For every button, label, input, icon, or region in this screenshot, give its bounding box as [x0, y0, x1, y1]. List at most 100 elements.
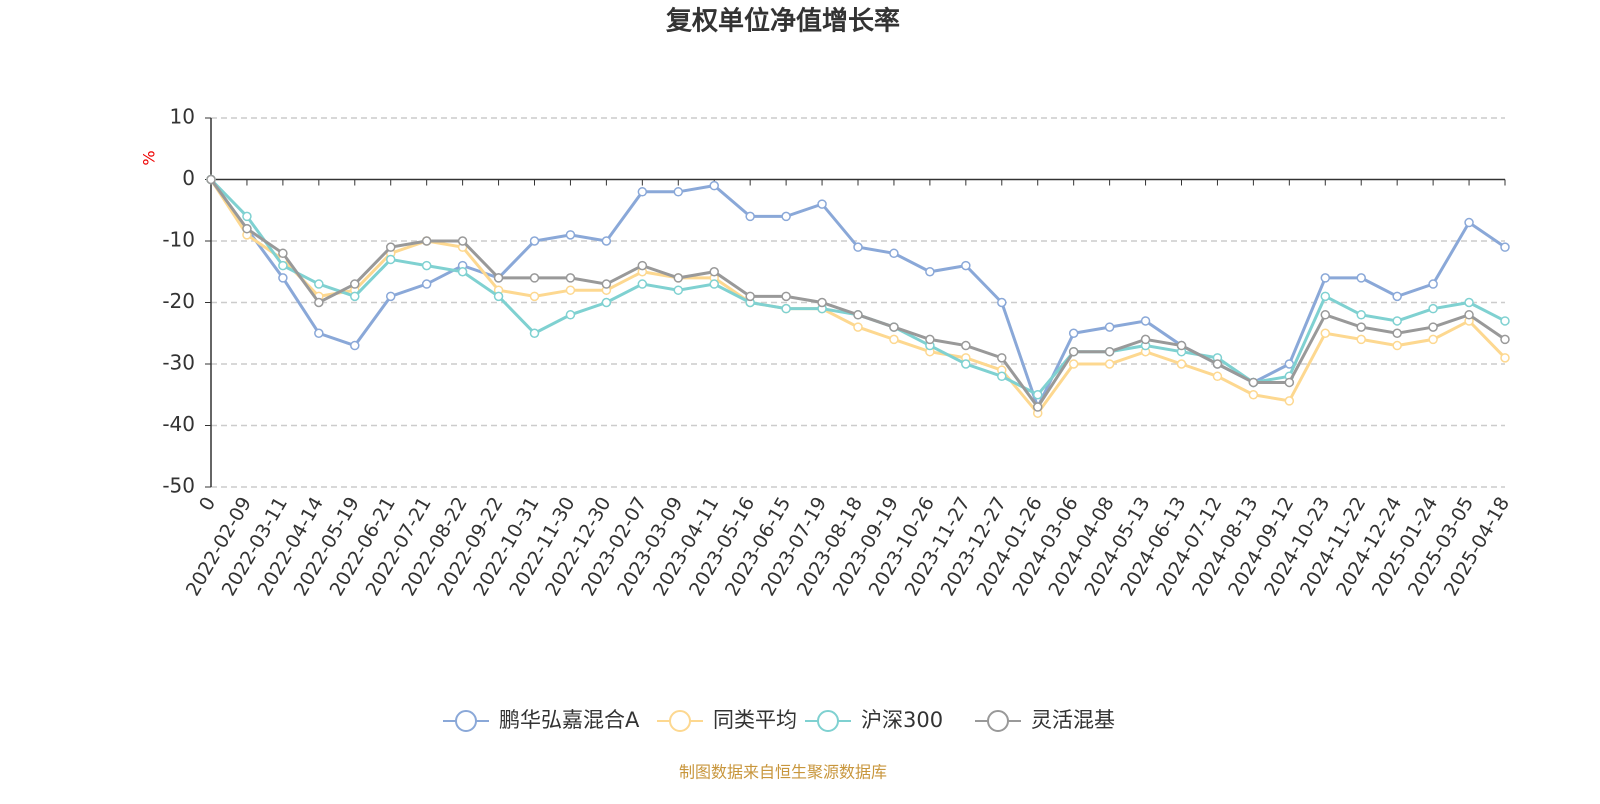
- series-line: [209, 178, 1506, 411]
- point: [709, 279, 719, 289]
- point: [601, 279, 612, 289]
- point: [1356, 273, 1366, 283]
- point: [421, 279, 432, 289]
- point: [385, 254, 396, 265]
- point: [1068, 328, 1079, 338]
- point: [745, 211, 755, 222]
- point: [637, 260, 648, 271]
- point: [781, 291, 791, 302]
- point: [1248, 390, 1259, 400]
- point: [1320, 328, 1331, 338]
- point: [1104, 346, 1115, 357]
- point: [889, 322, 899, 332]
- point: [314, 297, 324, 308]
- point: [817, 297, 827, 308]
- point: [817, 199, 827, 209]
- point: [350, 340, 360, 351]
- y-tick-label: -40: [162, 412, 195, 436]
- legend-marker: [455, 710, 477, 732]
- point: [421, 260, 432, 271]
- point: [997, 353, 1007, 363]
- point: [1140, 316, 1151, 326]
- legend-marker: [669, 710, 691, 732]
- point: [529, 328, 540, 338]
- point: [1068, 346, 1079, 357]
- point: [1068, 359, 1079, 369]
- point: [1392, 340, 1402, 351]
- legend-marker: [817, 710, 839, 732]
- y-tick-label: -20: [162, 289, 195, 313]
- point: [493, 273, 504, 283]
- point: [493, 291, 504, 302]
- point: [709, 267, 719, 277]
- point: [997, 371, 1007, 382]
- point: [565, 273, 576, 283]
- point: [853, 322, 863, 332]
- point: [1356, 310, 1366, 320]
- point: [745, 291, 755, 302]
- point: [1284, 396, 1295, 406]
- point: [206, 174, 216, 185]
- point: [1320, 310, 1331, 320]
- point: [601, 297, 612, 308]
- point: [314, 328, 324, 338]
- point: [961, 260, 971, 271]
- point: [997, 297, 1007, 308]
- point: [350, 291, 360, 302]
- point: [1032, 402, 1043, 412]
- point: [637, 187, 648, 197]
- point: [565, 310, 576, 320]
- series-line: [209, 178, 1506, 410]
- point: [242, 211, 252, 222]
- point: [709, 180, 719, 191]
- point: [1392, 316, 1402, 326]
- point: [637, 279, 648, 289]
- footer: 制图数据来自恒生聚源数据库: [679, 763, 887, 782]
- point: [529, 236, 540, 246]
- point: [1428, 334, 1438, 345]
- point: [1500, 353, 1510, 363]
- point: [853, 242, 863, 252]
- point: [1176, 359, 1187, 369]
- point: [278, 273, 288, 283]
- point: [1176, 340, 1187, 351]
- point: [1104, 359, 1115, 369]
- legend-label: 沪深300: [861, 708, 943, 732]
- point: [1392, 291, 1402, 302]
- point: [1212, 371, 1223, 382]
- series-line: [209, 178, 1507, 416]
- legend-label: 灵活混基: [1031, 708, 1115, 732]
- point: [1500, 316, 1510, 326]
- point: [1392, 328, 1402, 338]
- point: [673, 187, 684, 197]
- point: [925, 267, 935, 277]
- point: [565, 230, 576, 240]
- point: [421, 236, 432, 246]
- point: [1284, 377, 1295, 388]
- point: [385, 291, 396, 302]
- point: [1464, 310, 1474, 320]
- point: [1428, 322, 1438, 332]
- point: [1428, 279, 1438, 289]
- point: [350, 279, 360, 289]
- point: [781, 303, 791, 314]
- point: [1140, 334, 1151, 345]
- point: [529, 273, 540, 283]
- point: [1032, 390, 1043, 400]
- point: [1464, 217, 1474, 228]
- legend-label: 鹏华弘嘉混合A: [499, 708, 640, 732]
- y-tick-label: -10: [162, 228, 195, 252]
- point: [1464, 297, 1474, 308]
- point: [781, 211, 791, 222]
- point: [529, 291, 540, 302]
- point: [1212, 359, 1223, 369]
- y-tick-label: -50: [162, 474, 195, 498]
- point: [1104, 322, 1115, 332]
- x-tick-label: 0: [195, 493, 220, 514]
- point: [1320, 291, 1331, 302]
- point: [1356, 334, 1366, 345]
- point: [457, 236, 468, 246]
- chart-title: 复权单位净值增长率: [666, 6, 900, 37]
- point: [673, 285, 684, 295]
